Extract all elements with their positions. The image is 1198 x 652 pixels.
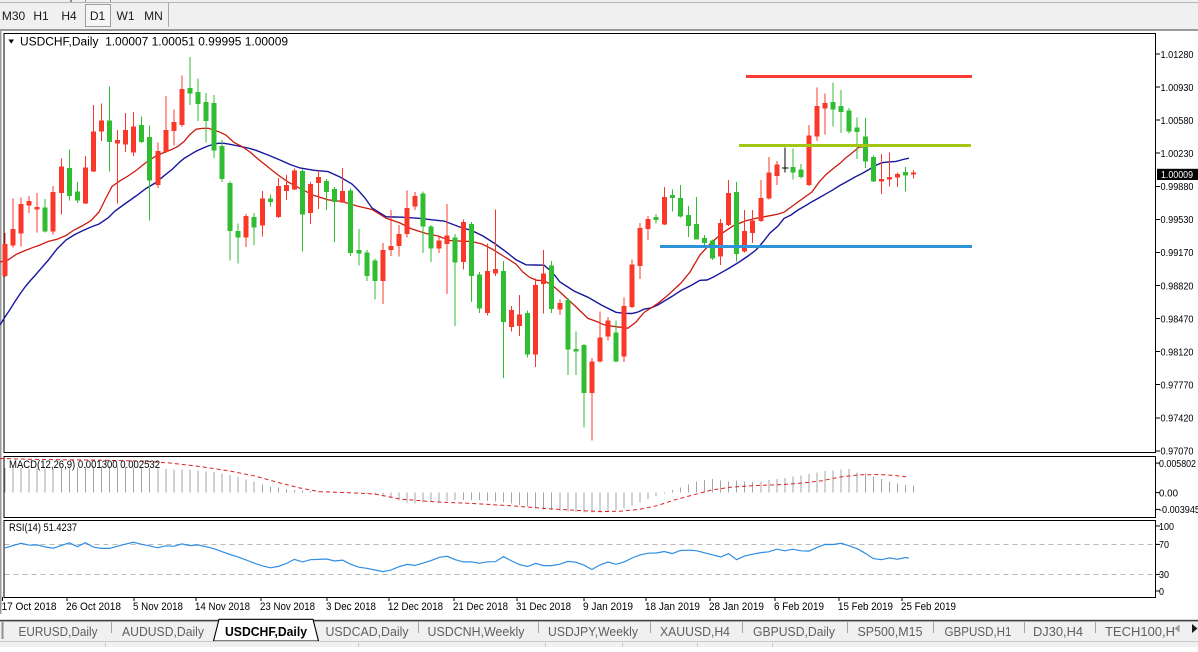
svg-text:1.00009: 1.00009 <box>1161 170 1193 181</box>
svg-text:15 Feb 2019: 15 Feb 2019 <box>838 601 893 613</box>
svg-text:70: 70 <box>1159 540 1169 551</box>
svg-text:9 Jan 2019: 9 Jan 2019 <box>583 601 633 613</box>
svg-text:USDCAD,Daily: USDCAD,Daily <box>326 624 409 639</box>
svg-text:30: 30 <box>1159 570 1169 581</box>
svg-text:0.99170: 0.99170 <box>1161 248 1194 259</box>
svg-text:0.005802: 0.005802 <box>1159 459 1196 470</box>
svg-text:MN: MN <box>144 9 163 23</box>
svg-text:W1: W1 <box>117 9 135 23</box>
svg-text:1.00930: 1.00930 <box>1161 83 1194 94</box>
svg-text:D1: D1 <box>90 9 106 23</box>
svg-text:EURUSD,Daily: EURUSD,Daily <box>19 624 98 639</box>
svg-text:0.98120: 0.98120 <box>1161 347 1194 358</box>
svg-text:0.99880: 0.99880 <box>1161 182 1194 193</box>
svg-text:AUDUSD,Daily: AUDUSD,Daily <box>122 624 204 639</box>
svg-text:1.01280: 1.01280 <box>1161 50 1194 61</box>
svg-text:21 Dec 2018: 21 Dec 2018 <box>453 601 508 613</box>
svg-text:0.00: 0.00 <box>1159 488 1178 499</box>
svg-text:USDCHF,Daily: USDCHF,Daily <box>225 624 308 639</box>
svg-text:GBPUSD,H1: GBPUSD,H1 <box>945 624 1012 639</box>
svg-text:DJ30,H4: DJ30,H4 <box>1033 624 1083 639</box>
svg-text:5 Nov 2018: 5 Nov 2018 <box>133 601 183 613</box>
svg-text:23 Nov 2018: 23 Nov 2018 <box>260 601 315 613</box>
svg-text:-0.003945: -0.003945 <box>1159 505 1198 516</box>
svg-text:M30: M30 <box>2 9 26 23</box>
svg-text:MACD(12,26,9) 0.001300 0.00253: MACD(12,26,9) 0.001300 0.002532 <box>9 459 160 471</box>
svg-text:12 Dec 2018: 12 Dec 2018 <box>388 601 443 613</box>
svg-text:H1: H1 <box>33 9 49 23</box>
svg-text:1.00580: 1.00580 <box>1161 116 1194 127</box>
svg-text:100: 100 <box>1159 522 1174 533</box>
svg-text:0.97420: 0.97420 <box>1161 414 1194 425</box>
svg-text:6 Feb 2019: 6 Feb 2019 <box>774 601 824 613</box>
svg-text:GBPUSD,Daily: GBPUSD,Daily <box>753 624 835 639</box>
svg-text:28 Jan 2019: 28 Jan 2019 <box>709 601 764 613</box>
svg-text:USDCNH,Weekly: USDCNH,Weekly <box>428 624 525 639</box>
svg-text:0.99530: 0.99530 <box>1161 215 1194 226</box>
svg-text:RSI(14) 51.4237: RSI(14) 51.4237 <box>9 522 77 534</box>
svg-text:USDCHF,Daily 1.00007 1.00051: USDCHF,Daily 1.00007 1.00051 0.99995 1.0… <box>20 37 288 49</box>
svg-text:H4: H4 <box>61 9 77 23</box>
svg-text:XAUUSD,H4: XAUUSD,H4 <box>660 624 730 639</box>
svg-text:25 Feb 2019: 25 Feb 2019 <box>901 601 956 613</box>
svg-text:SP500,M15: SP500,M15 <box>858 624 923 639</box>
svg-text:0.98820: 0.98820 <box>1161 281 1194 292</box>
svg-text:USDJPY,Weekly: USDJPY,Weekly <box>548 624 638 639</box>
svg-text:1.00230: 1.00230 <box>1161 149 1194 160</box>
svg-text:31 Dec 2018: 31 Dec 2018 <box>516 601 571 613</box>
svg-text:0.97770: 0.97770 <box>1161 381 1194 392</box>
svg-text:0.98470: 0.98470 <box>1161 314 1194 325</box>
svg-text:TECH100,H: TECH100,H <box>1105 624 1175 639</box>
svg-text:14 Nov 2018: 14 Nov 2018 <box>195 601 250 613</box>
svg-text:0.97070: 0.97070 <box>1161 447 1194 458</box>
svg-text:26 Oct 2018: 26 Oct 2018 <box>66 601 121 613</box>
svg-text:0: 0 <box>1159 587 1164 598</box>
svg-text:3 Dec 2018: 3 Dec 2018 <box>326 601 376 613</box>
svg-text:18 Jan 2019: 18 Jan 2019 <box>645 601 700 613</box>
svg-text:17 Oct 2018: 17 Oct 2018 <box>2 601 57 613</box>
